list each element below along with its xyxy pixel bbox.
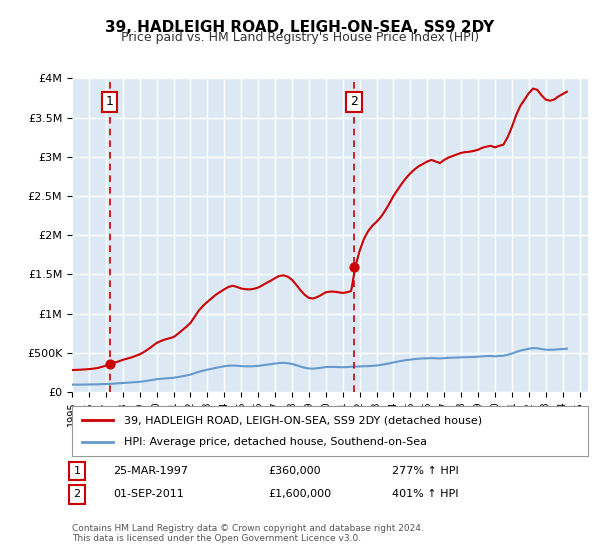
Text: HPI: Average price, detached house, Southend-on-Sea: HPI: Average price, detached house, Sout… <box>124 437 427 447</box>
Text: Price paid vs. HM Land Registry's House Price Index (HPI): Price paid vs. HM Land Registry's House … <box>121 31 479 44</box>
Text: 01-SEP-2011: 01-SEP-2011 <box>113 489 184 500</box>
Text: 1: 1 <box>74 466 80 476</box>
Text: 2: 2 <box>74 489 81 500</box>
Text: 39, HADLEIGH ROAD, LEIGH-ON-SEA, SS9 2DY: 39, HADLEIGH ROAD, LEIGH-ON-SEA, SS9 2DY <box>106 20 494 35</box>
Point <box>349 262 359 271</box>
Text: 2: 2 <box>350 95 358 109</box>
Text: 277% ↑ HPI: 277% ↑ HPI <box>392 466 458 476</box>
Text: 1: 1 <box>106 95 113 109</box>
Text: £360,000: £360,000 <box>268 466 321 476</box>
Text: 401% ↑ HPI: 401% ↑ HPI <box>392 489 458 500</box>
Text: £1,600,000: £1,600,000 <box>268 489 331 500</box>
Point <box>105 360 115 368</box>
Text: 39, HADLEIGH ROAD, LEIGH-ON-SEA, SS9 2DY (detached house): 39, HADLEIGH ROAD, LEIGH-ON-SEA, SS9 2DY… <box>124 415 482 425</box>
Text: 25-MAR-1997: 25-MAR-1997 <box>113 466 188 476</box>
Text: Contains HM Land Registry data © Crown copyright and database right 2024.
This d: Contains HM Land Registry data © Crown c… <box>72 524 424 543</box>
